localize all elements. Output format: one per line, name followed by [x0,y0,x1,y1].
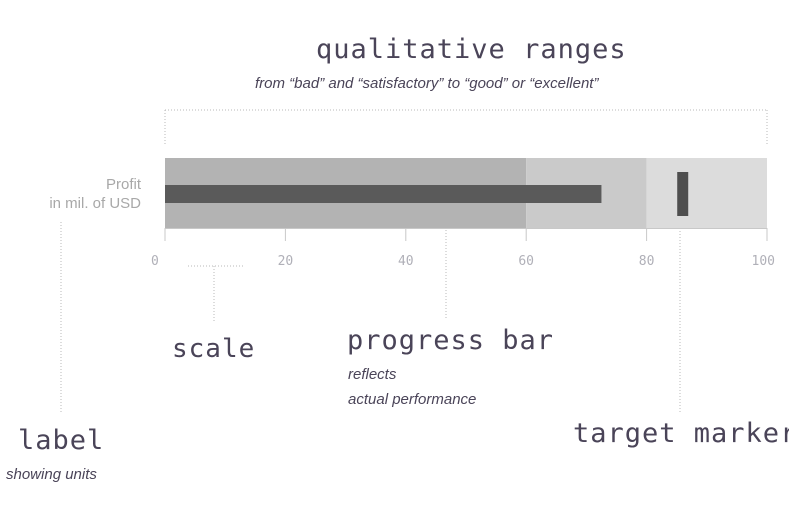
target-marker-title: target marker [573,418,789,449]
target-marker [677,172,689,216]
target-marker-group [677,172,689,216]
ranges-subtitle: from “bad” and “satisfactory” to “good” … [255,75,599,92]
ranges-title: qualitative ranges [316,34,627,65]
scale-title: scale [172,334,256,364]
progress-bar-subtitle-1: reflects [348,366,397,383]
progress-bar-title: progress bar [347,325,555,356]
axis-tick-label: 40 [398,254,414,269]
guide-lines [60,109,768,412]
chart-label: Profit in mil. of USD [49,175,141,213]
label-subtitle: showing units [6,466,97,483]
range-band-3 [646,158,767,228]
axis-tick-label: 20 [278,254,294,269]
progress-bar [165,185,602,203]
axis-tick-label: 60 [518,254,534,269]
axis-scale: 0 20 40 60 80 100 [151,228,775,269]
axis-tick-label: 0 [151,254,159,269]
chart-label-line2: in mil. of USD [49,195,141,212]
chart-label-line1: Profit [105,176,141,193]
axis-tick-label: 100 [752,254,775,269]
axis-tick-label: 80 [639,254,655,269]
progress-bar-group [165,185,602,203]
label-title: label [18,425,105,456]
progress-bar-subtitle-2: actual performance [348,391,477,408]
